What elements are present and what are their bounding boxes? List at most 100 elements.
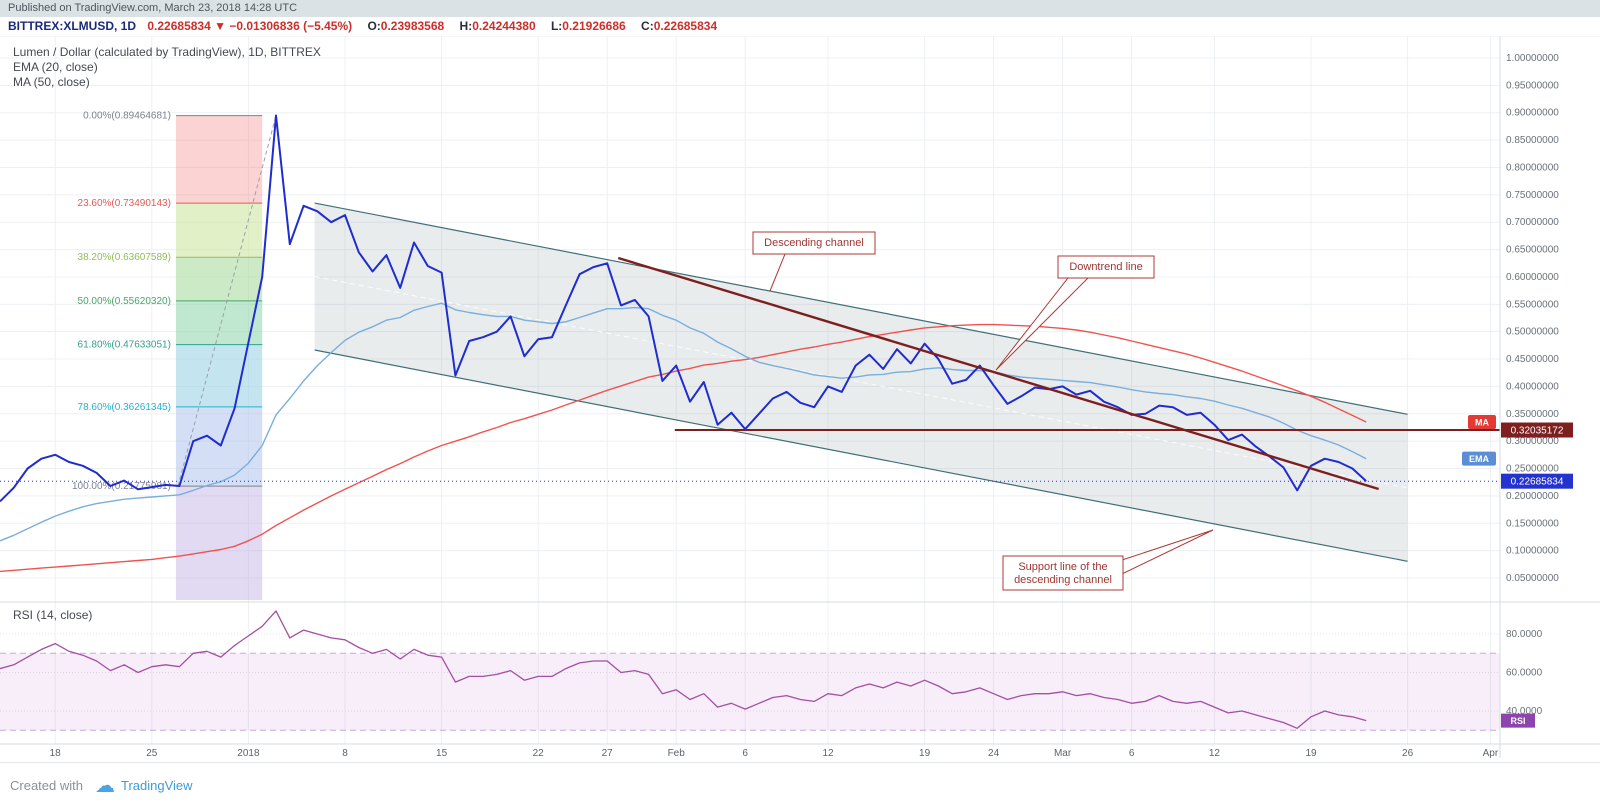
svg-text:0.85000000: 0.85000000 [1506,135,1559,146]
rsi-band [0,653,1500,731]
change-value: −0.01306836 (−5.45%) [229,19,353,33]
svg-text:19: 19 [919,748,931,759]
main-chart-legend: Lumen / Dollar (calculated by TradingVie… [13,45,321,90]
svg-text:MA: MA [1475,418,1489,428]
fib-band [175,486,263,601]
callout-text: Downtrend line [1069,261,1142,273]
rsi-tag: RSI [1501,713,1535,728]
fib-band [175,300,263,345]
callout-text: descending channel [1014,574,1112,586]
price-axis-labels: 1.00000000 0.95000000 0.90000000 0.85000000… [1506,53,1559,717]
ma50-line [0,323,1367,573]
high-value: 0.24244380 [472,19,536,33]
svg-text:0.90000000: 0.90000000 [1506,108,1559,119]
indicator-badge: EMA [1462,451,1496,466]
last-price: 0.22685834 [147,19,211,33]
svg-text:8: 8 [342,748,348,759]
svg-text:0.65000000: 0.65000000 [1506,245,1559,256]
svg-text:0.60000000: 0.60000000 [1506,272,1559,283]
rsi-legend-text: RSI (14, close) [13,608,93,622]
callout-box [752,231,876,255]
fib-band [175,257,263,301]
svg-text:0.20000000: 0.20000000 [1506,491,1559,502]
svg-text:6: 6 [1129,748,1135,759]
created-with-text: Created with [10,778,83,793]
svg-text:27: 27 [602,748,614,759]
svg-text:0.10000000: 0.10000000 [1506,546,1559,557]
annotation-callout: Downtrend line [995,255,1155,371]
fib-band [175,115,263,204]
callout-box [1002,555,1124,591]
svg-text:0.45000000: 0.45000000 [1506,354,1559,365]
svg-text:12: 12 [1209,748,1221,759]
svg-text:EMA: EMA [1469,454,1490,464]
symbol-label: BITTREX:XLMUSD, 1D [8,19,137,33]
tradingview-logo-icon[interactable]: ☁ [94,774,115,797]
fib-level-label: 0.00%(0.89464681) [83,111,171,122]
close-value: 0.22685834 [653,19,718,33]
svg-text:80.0000: 80.0000 [1506,629,1543,640]
close-label: C: [641,19,654,33]
channel-bottom-line [314,349,1408,562]
callout-pointer [1121,529,1214,575]
published-bar: Published on TradingView.com, March 23, … [0,0,1600,17]
price-tag: 0.22685834 [1501,473,1573,489]
svg-text:2018: 2018 [237,748,260,759]
channel-median-line [314,276,1408,489]
svg-text:12: 12 [822,748,834,759]
low-label: L: [550,19,563,33]
svg-text:0.22685834: 0.22685834 [1511,477,1564,488]
svg-text:0.55000000: 0.55000000 [1506,299,1559,310]
open-label: O: [367,19,381,33]
svg-text:0.15000000: 0.15000000 [1506,518,1559,529]
change-arrow-icon: ▼ [214,19,226,33]
open-value: 0.23983568 [380,19,445,33]
callout-pointer [769,253,786,292]
high-label: H: [459,19,473,33]
indicator-badge: MA [1468,415,1496,430]
svg-text:24: 24 [988,748,1000,759]
fib-level-label: 50.00%(0.55620320) [78,296,171,307]
callout-text: Descending channel [764,237,864,249]
svg-text:Mar: Mar [1054,748,1072,759]
svg-text:RSI: RSI [1510,716,1525,726]
descending-channel [314,202,1408,562]
rsi-line [0,610,1367,729]
svg-text:6: 6 [742,748,748,759]
svg-text:0.32035172: 0.32035172 [1511,426,1564,437]
tradingview-link[interactable]: TradingView [120,778,193,793]
fib-band [175,406,263,487]
svg-text:0.30000000: 0.30000000 [1506,436,1559,447]
svg-text:0.70000000: 0.70000000 [1506,217,1559,228]
svg-text:26: 26 [1402,748,1414,759]
annotation-callout: Descending channel [752,231,876,292]
close-line [0,114,1367,503]
svg-text:0.40000000: 0.40000000 [1506,381,1559,392]
svg-text:0.50000000: 0.50000000 [1506,327,1559,338]
svg-text:18: 18 [50,748,62,759]
svg-text:0.80000000: 0.80000000 [1506,162,1559,173]
svg-text:0.75000000: 0.75000000 [1506,190,1559,201]
published-text: Published on TradingView.com, March 23, … [8,2,298,14]
svg-text:0.35000000: 0.35000000 [1506,409,1559,420]
ma-legend: MA (50, close) [13,75,90,89]
series-title: Lumen / Dollar (calculated by TradingVie… [13,45,321,59]
svg-text:19: 19 [1305,748,1317,759]
svg-text:15: 15 [436,748,448,759]
svg-text:0.25000000: 0.25000000 [1506,464,1559,475]
fib-level-label: 23.60%(0.73490143) [78,198,171,209]
channel-top-line [314,202,1408,415]
fib-level-label: 78.60%(0.36261345) [78,402,171,413]
svg-text:60.0000: 60.0000 [1506,668,1543,679]
fib-level-label: 61.80%(0.47633051) [78,340,171,351]
time-axis-labels: 18 25 2018 8 15 22 27 Feb 6 12 19 24 Mar 6 12 19 26 Apr [50,748,1499,759]
footer: Created with ☁ TradingView [0,762,1600,808]
fib-trend-dashed-line [177,115,277,487]
rsi-panel [0,610,1500,731]
fib-band [175,344,263,407]
svg-text:1.00000000: 1.00000000 [1506,53,1559,64]
downtrend-trendline [617,256,1379,491]
